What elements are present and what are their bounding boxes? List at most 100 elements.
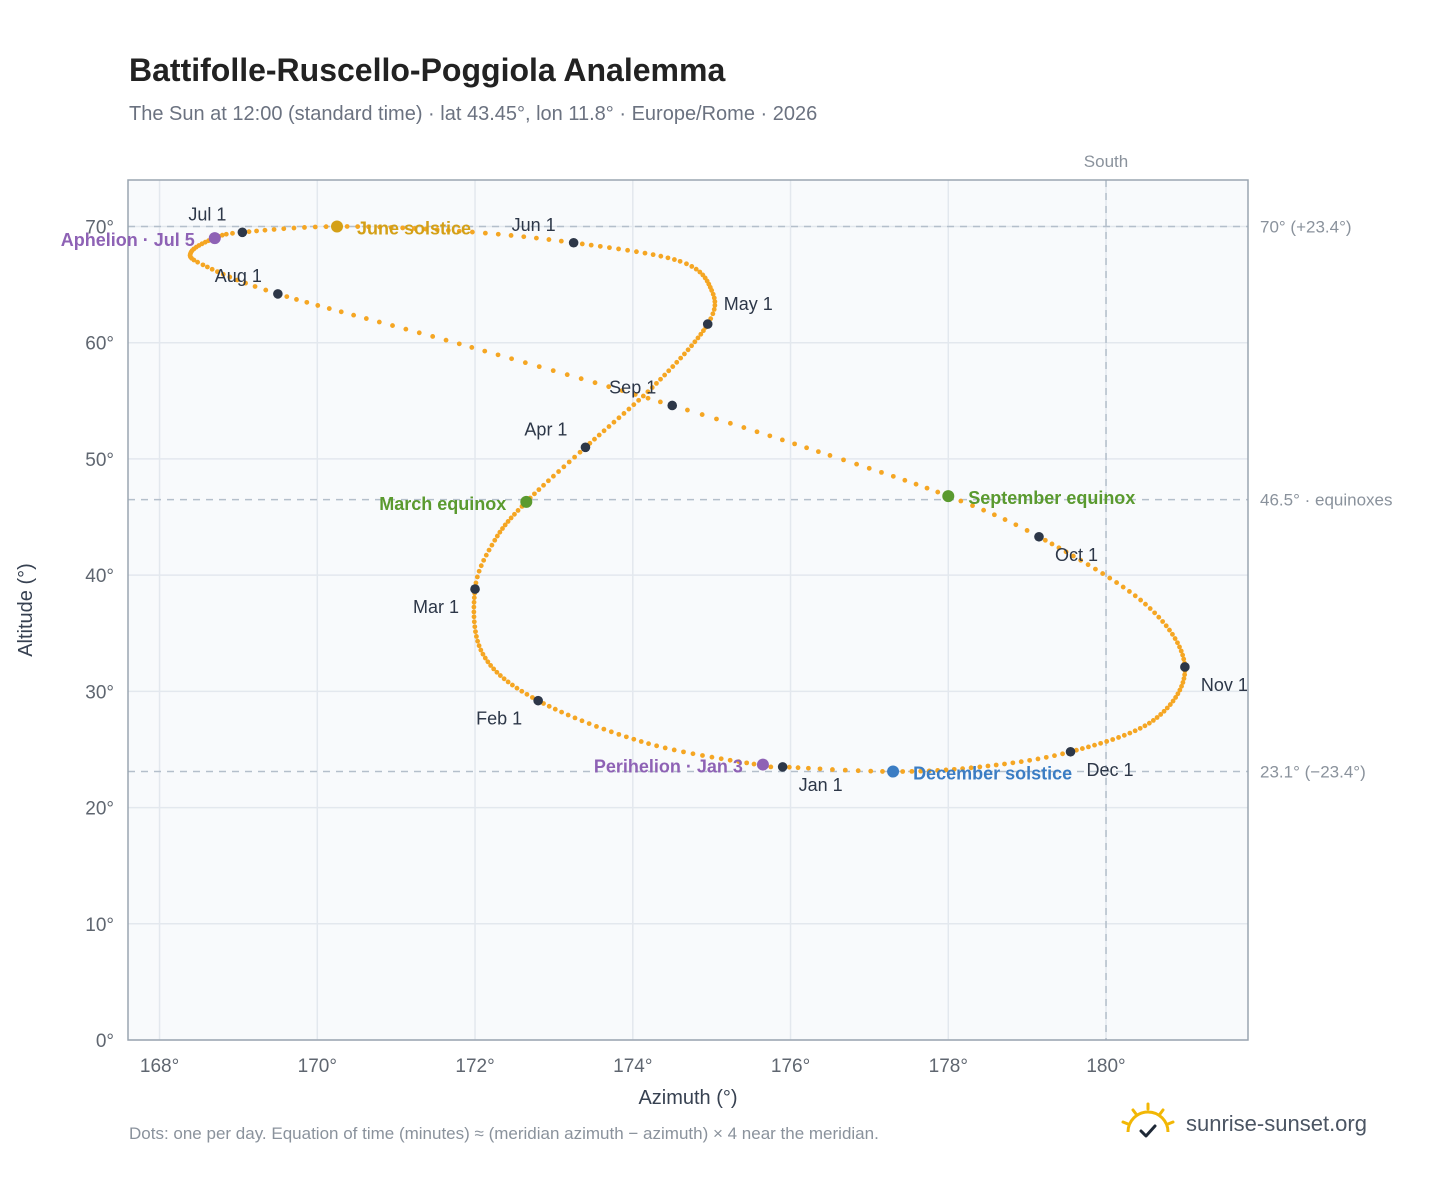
daily-sun-dot [492,537,498,543]
daily-sun-dot [1010,760,1016,766]
daily-sun-dot [616,246,621,252]
event-label: June solstice [357,218,471,238]
month-label: Aug 1 [215,266,262,286]
daily-sun-dot [1085,562,1091,568]
daily-sun-dot [508,233,514,238]
month-marker [667,400,678,411]
daily-sun-dot [536,364,542,370]
daily-sun-dot [879,469,884,475]
daily-sun-dot [1160,619,1166,624]
daily-sun-dot [522,360,528,366]
y-axis-label: Altitude (°) [15,563,37,657]
daily-sun-dot [855,768,861,774]
event-label: March equinox [379,494,506,514]
daily-sun-dot [502,522,508,528]
daily-sun-dot [1056,545,1062,551]
daily-sun-dot [736,759,742,764]
daily-sun-dot [1152,610,1158,616]
y-tick-label: 10° [85,915,114,936]
reference-line-label: 70° (+23.4°) [1260,217,1352,236]
daily-sun-dot [681,749,686,755]
daily-sun-dot [616,731,622,737]
daily-sun-dot [611,419,617,425]
daily-sun-dot [471,619,477,625]
daily-sun-dot [689,264,695,269]
daily-sun-dot [230,230,235,236]
daily-sun-dot [510,682,515,688]
daily-sun-dot [291,225,297,231]
daily-sun-dot [924,485,930,491]
daily-sun-dot [646,741,651,747]
month-label: Oct 1 [1055,545,1098,565]
daily-sun-dot [456,341,462,347]
daily-sun-dot [868,768,874,774]
daily-sun-dot [514,685,520,691]
daily-sun-dot [494,533,500,539]
daily-sun-dot [1035,756,1041,762]
daily-sun-dot [1142,723,1148,729]
brand[interactable]: sunrise-sunset.org [1120,1102,1367,1146]
daily-sun-dot [926,768,932,774]
y-tick-label: 70° [85,217,114,238]
x-tick-label: 180° [1086,1056,1125,1077]
month-marker [777,762,788,772]
daily-sun-dot [1181,656,1187,662]
daily-sun-dot [804,445,809,451]
daily-sun-dot [495,231,501,237]
daily-sun-dot [423,226,429,232]
daily-sun-dot [497,673,503,678]
daily-sun-dot [486,547,492,553]
daily-sun-dot [475,638,481,644]
daily-sun-dot [842,767,848,773]
daily-sun-dot [434,227,440,233]
daily-sun-dot [1137,725,1143,731]
daily-sun-dot [786,764,792,770]
daily-sun-dot [674,359,680,365]
daily-sun-dot [594,723,599,729]
daily-sun-dot [697,269,703,275]
daily-sun-dot [880,769,885,774]
daily-sun-dot [529,695,535,700]
daily-sun-dot [388,225,394,230]
month-marker [568,237,579,248]
daily-sun-dot [1121,732,1127,738]
daily-sun-dot [1167,627,1172,633]
daily-sun-dot [709,754,715,760]
daily-sun-dot [416,330,422,336]
daily-sun-dot [200,262,206,268]
daily-sun-dot [1078,557,1084,563]
daily-sun-dot [483,552,489,558]
daily-sun-dot [640,393,646,399]
plot-frame [127,179,1249,1041]
daily-sun-dot [662,745,668,751]
daily-sun-dot [741,425,747,430]
daily-sun-dot [1147,606,1153,611]
daily-sun-dot [550,368,556,374]
reference-line-label: 46.5° · equinoxes [1260,491,1393,510]
sunrise-logo-icon [1121,1102,1175,1138]
month-marker [1065,746,1076,757]
daily-sun-dot [650,252,656,258]
daily-sun-dot [1146,720,1152,726]
daily-sun-dot [670,364,676,369]
daily-sun-dot [482,230,488,236]
x-tick-label: 170° [298,1056,337,1077]
daily-sun-dot [1070,553,1076,559]
month-marker [237,227,248,238]
month-marker [533,695,543,706]
y-tick-label: 40° [85,566,114,587]
daily-sun-dot [711,306,717,312]
daily-sun-dot [658,376,663,382]
daily-sun-dot [606,384,612,390]
daily-sun-dot [711,295,717,301]
daily-sun-dot [913,481,919,487]
daily-sun-dot [767,433,773,439]
daily-sun-dot [1127,730,1133,736]
daily-sun-dot [443,337,449,343]
daily-sun-dot [1180,680,1186,685]
daily-sun-dot [1027,757,1033,763]
daily-sun-dot [572,715,578,721]
daily-sun-dot [1167,702,1173,707]
event-label: December solstice [913,764,1072,784]
